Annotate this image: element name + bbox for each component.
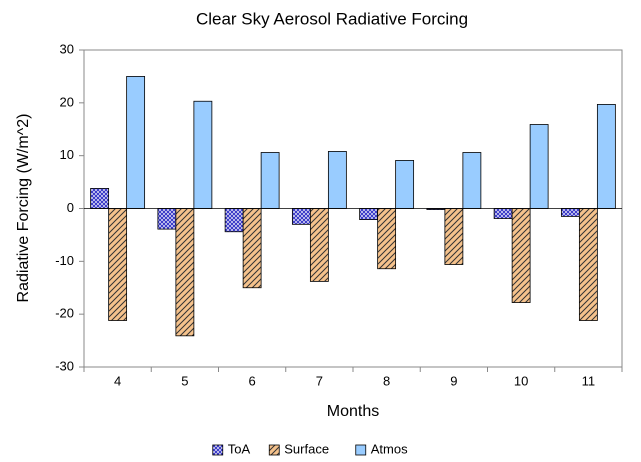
bar (359, 208, 379, 220)
bar (529, 124, 549, 209)
x-tick-label: 7 (316, 373, 323, 388)
bar (157, 208, 177, 230)
bar (242, 208, 262, 289)
bar (309, 208, 329, 282)
x-tick-label: 11 (582, 373, 596, 388)
x-tick-label: 5 (181, 373, 188, 388)
x-tick-label: 4 (114, 373, 121, 388)
bar (327, 151, 347, 209)
bar (224, 208, 244, 233)
legend-swatch (355, 444, 367, 456)
x-tick-label: 6 (249, 373, 256, 388)
y-tick-label: -20 (55, 306, 74, 321)
legend-label: ToA (228, 441, 251, 456)
bar (511, 208, 531, 303)
y-tick-label: 20 (60, 94, 74, 109)
y-tick-label: -30 (55, 358, 74, 373)
bar (260, 152, 280, 209)
chart-title: Clear Sky Aerosol Radiative Forcing (196, 9, 468, 28)
y-axis-label: Radiative Forcing (W/m^2) (15, 114, 32, 303)
legend-label: Surface (284, 441, 329, 456)
bar (377, 208, 397, 270)
bar (560, 208, 580, 217)
bar (493, 208, 513, 219)
bar (126, 76, 146, 209)
y-tick-label: 30 (60, 41, 74, 56)
y-tick-label: -10 (55, 253, 74, 268)
bar (444, 208, 464, 265)
bar (462, 152, 482, 209)
bar (175, 208, 195, 337)
bar (193, 100, 213, 209)
bar (291, 208, 311, 225)
x-tick-label: 8 (383, 373, 390, 388)
bar (90, 188, 110, 209)
y-tick-label: 10 (60, 147, 74, 162)
x-axis-label: Months (327, 403, 379, 420)
y-tick-label: 0 (67, 200, 74, 215)
legend-label: Atmos (371, 441, 408, 456)
bar (108, 208, 128, 321)
bar (596, 104, 616, 209)
bar (395, 160, 415, 209)
legend-swatch (212, 444, 224, 456)
x-tick-label: 9 (450, 373, 457, 388)
x-tick-label: 10 (514, 373, 528, 388)
legend-swatch (268, 444, 280, 456)
bar (578, 208, 598, 321)
